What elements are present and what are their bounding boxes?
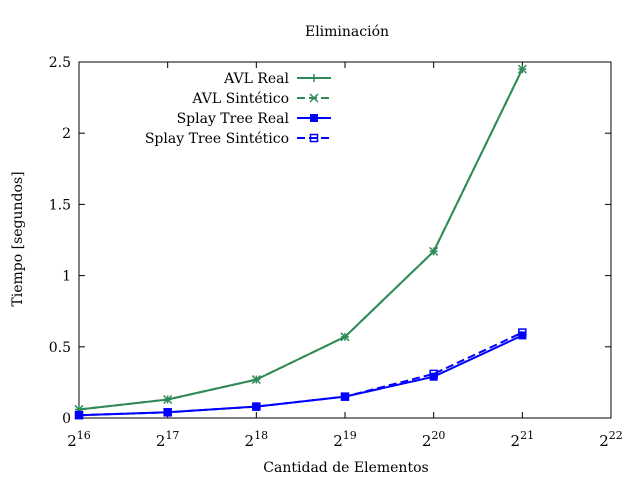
x-tick-label: 220 bbox=[422, 429, 446, 450]
y-tick-label: 1.5 bbox=[49, 197, 71, 213]
x-tick-base: 2 bbox=[156, 432, 166, 450]
x-tick-exponent: 20 bbox=[431, 429, 445, 442]
open-square-marker bbox=[252, 402, 261, 411]
legend-entry: AVL Real bbox=[223, 71, 331, 87]
y-tick-label: 0.5 bbox=[49, 340, 71, 356]
x-tick-exponent: 21 bbox=[520, 429, 534, 442]
x-tick-exponent: 18 bbox=[254, 429, 268, 442]
cross-marker bbox=[309, 93, 319, 103]
cross-marker bbox=[340, 332, 350, 342]
y-axis-label: Tiempo [segundos] bbox=[10, 171, 26, 306]
y-tick-label: 2.5 bbox=[49, 55, 71, 71]
open-square-marker bbox=[74, 410, 84, 420]
series-3 bbox=[74, 328, 527, 420]
cross-marker bbox=[517, 64, 527, 74]
open-square-marker bbox=[163, 408, 172, 417]
y-tick-label: 1 bbox=[62, 269, 71, 285]
open-square-marker bbox=[309, 133, 319, 143]
x-tick-base: 2 bbox=[599, 432, 609, 450]
legend-label: Splay Tree Sintético bbox=[145, 131, 289, 147]
x-tick-label: 218 bbox=[245, 429, 269, 450]
x-axis-label: Cantidad de Elementos bbox=[263, 460, 428, 476]
x-tick-label: 216 bbox=[67, 429, 91, 450]
legend-entry: Splay Tree Sintético bbox=[145, 131, 331, 147]
x-tick-exponent: 16 bbox=[77, 429, 91, 442]
series-line bbox=[78, 68, 524, 411]
x-tick-base: 2 bbox=[333, 432, 343, 450]
legend-entry: AVL Sintético bbox=[191, 91, 331, 107]
x-tick-label: 217 bbox=[156, 429, 180, 450]
filled-square-marker bbox=[310, 114, 318, 122]
open-square-marker bbox=[518, 328, 527, 337]
legend-entry: Splay Tree Real bbox=[177, 111, 331, 127]
cross-marker bbox=[163, 394, 173, 405]
legend: AVL Real AVL Sintético Splay Tree Real Spla… bbox=[145, 71, 331, 147]
x-tick-label: 219 bbox=[333, 429, 357, 450]
legend-label: Splay Tree Real bbox=[177, 111, 290, 127]
cross-marker bbox=[251, 375, 261, 385]
series-line bbox=[78, 334, 523, 417]
x-tick-label: 221 bbox=[511, 429, 535, 450]
plus-marker bbox=[310, 74, 318, 82]
open-square-marker bbox=[429, 369, 438, 379]
x-tick-base: 2 bbox=[422, 432, 432, 450]
series-line bbox=[78, 331, 523, 417]
chart-title: Eliminación bbox=[305, 24, 389, 40]
x-tick-label: 222 bbox=[599, 429, 623, 450]
plot-frame bbox=[78, 61, 612, 419]
x-tick-exponent: 19 bbox=[343, 429, 357, 442]
x-tick-base: 2 bbox=[245, 432, 255, 450]
x-tick-base: 2 bbox=[511, 432, 521, 450]
series-layer bbox=[74, 64, 527, 420]
series-2 bbox=[75, 331, 527, 420]
x-tick-exponent: 22 bbox=[609, 429, 623, 442]
open-square-marker bbox=[340, 392, 350, 401]
legend-label: AVL Real bbox=[223, 71, 289, 87]
cross-marker bbox=[429, 246, 439, 256]
y-tick-label: 0 bbox=[62, 411, 71, 427]
x-tick-base: 2 bbox=[67, 432, 77, 450]
y-tick-label: 2 bbox=[62, 126, 71, 142]
x-tick-exponent: 17 bbox=[165, 429, 179, 442]
legend-label: AVL Sintético bbox=[191, 91, 289, 107]
